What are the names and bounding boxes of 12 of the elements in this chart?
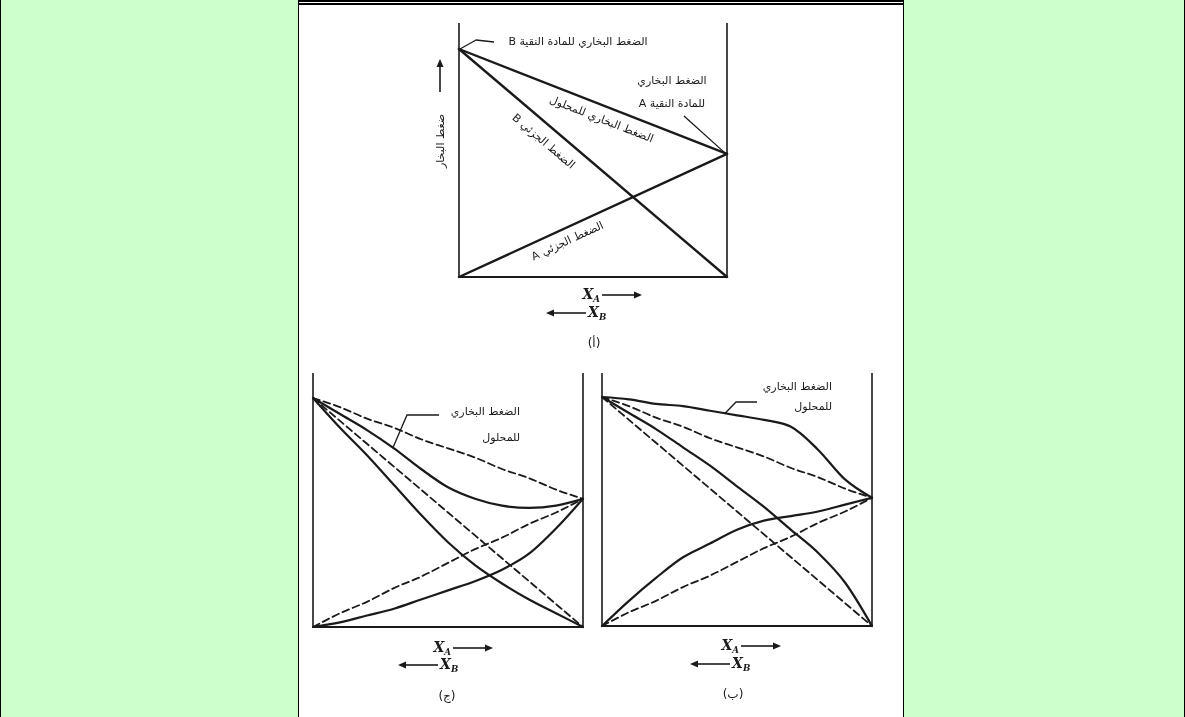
text: (أ) (587, 335, 601, 350)
text: الضغط الجزئي A (529, 218, 606, 263)
text: (ج) (438, 689, 456, 703)
x-axis-title: X$_{A}$ X$_{B}$ (432, 639, 459, 674)
series-label: الضغط البخاري للمحلول (762, 379, 832, 413)
y-axis-title: ضغط البخار (433, 113, 447, 170)
text: (ب) (722, 687, 744, 701)
x-axis-title: X$_{A}$ X$_{B}$ (720, 637, 751, 673)
annotation: الضغط البخاري للمادة النقية A (637, 73, 707, 110)
x-axis-title: X$_{A}$ X$_{B}$ (581, 286, 607, 322)
text: الضغط البخاري للمادة النقية B (508, 34, 648, 48)
text: الضغط البخاري للمحلول (450, 404, 520, 444)
